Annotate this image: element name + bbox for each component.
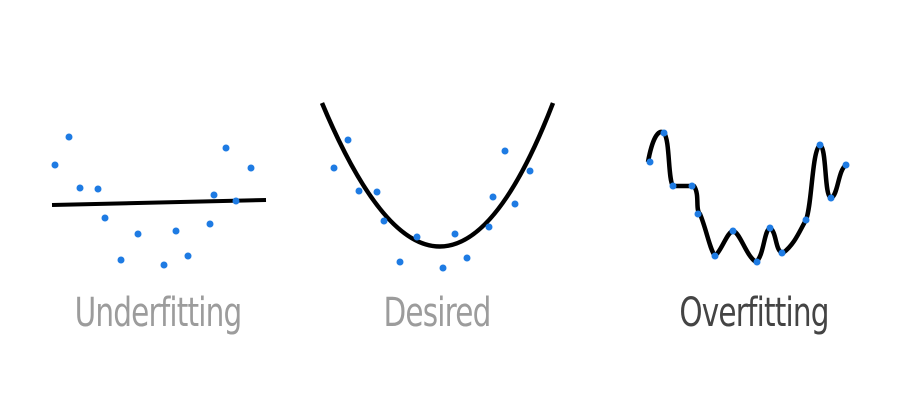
overfit-curve [645,129,848,265]
data-point [646,158,654,166]
data-point [816,141,824,149]
data-point [778,249,786,257]
data-point [711,252,719,260]
data-point [344,136,352,144]
data-point [660,129,668,137]
data-point [489,193,497,201]
data-point [65,133,73,141]
data-point [51,161,59,169]
desired-curve [319,102,556,249]
underfitting-plot [51,133,267,269]
underfit-line [51,198,267,207]
data-point [355,187,363,195]
underfitting-label: Underfitting [74,290,243,336]
data-point [827,194,835,202]
data-point [117,256,125,264]
data-point [802,216,810,224]
data-point [463,254,471,262]
data-point [694,210,702,218]
data-point [753,258,761,266]
desired-plot [319,102,556,272]
data-point [511,200,519,208]
data-point [380,217,388,225]
data-point [842,161,850,169]
data-point [222,144,230,152]
data-point [232,197,240,205]
data-point [485,223,493,231]
desired-label: Desired [383,290,491,336]
data-point [134,230,142,238]
data-point [526,167,534,175]
data-point [451,230,459,238]
data-point [413,233,421,241]
data-point [206,220,214,228]
overfitting-label: Overfitting [679,290,829,336]
data-point [247,164,255,172]
data-point [330,164,338,172]
data-point [94,185,102,193]
data-point [688,182,696,190]
data-point [184,252,192,260]
data-point [766,224,774,232]
data-point [210,191,218,199]
overfitting-plot [645,129,850,266]
data-point [76,184,84,192]
data-point [669,182,677,190]
data-point [172,227,180,235]
data-point [439,264,447,272]
data-point [373,188,381,196]
data-point [160,261,168,269]
data-point [729,227,737,235]
data-point [501,147,509,155]
data-point [396,258,404,266]
data-point [101,214,109,222]
